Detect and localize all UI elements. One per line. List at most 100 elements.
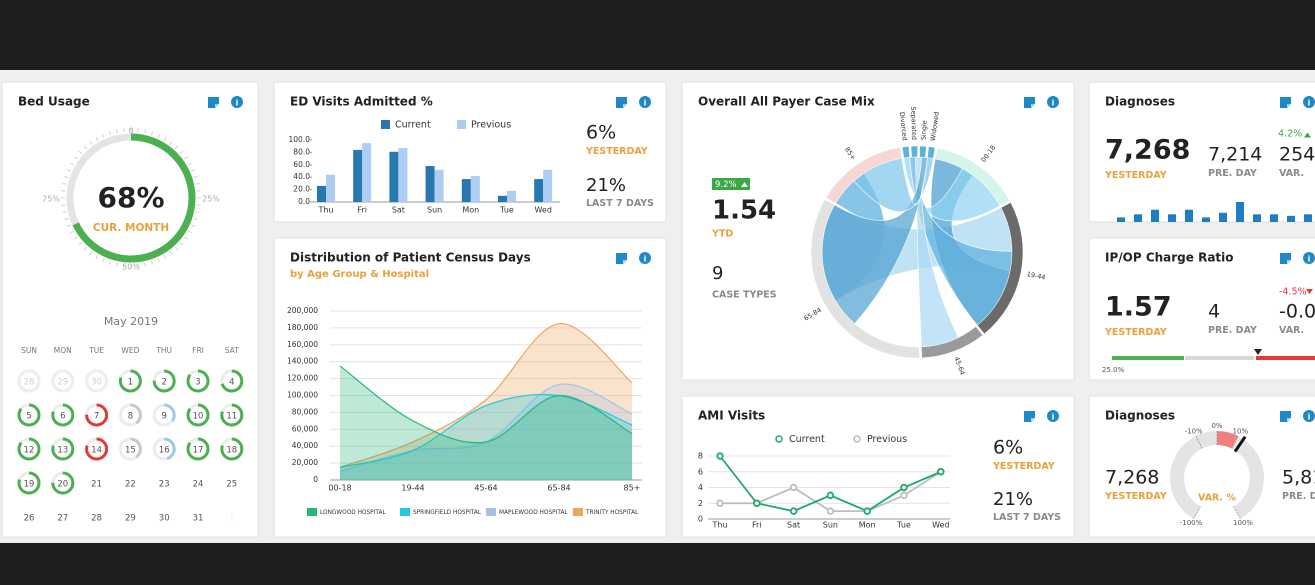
gauge-scale xyxy=(62,182,67,185)
day: 29 xyxy=(57,378,68,388)
bar xyxy=(389,151,399,202)
info-glyph: i xyxy=(644,255,647,264)
chord-label: 19-44 xyxy=(1026,270,1046,282)
day: 13 xyxy=(57,446,68,456)
spark-bar xyxy=(1236,202,1244,222)
gauge-scale xyxy=(187,162,192,166)
day-ring xyxy=(152,403,176,427)
day: 30 xyxy=(91,378,102,388)
kpi-label: YESTERDAY xyxy=(1104,170,1167,181)
y-tick-label: 160,000 xyxy=(287,340,318,349)
day: 24 xyxy=(193,480,204,490)
day: 16 xyxy=(159,446,170,456)
chord-label: Divorced xyxy=(898,112,909,142)
day-ring xyxy=(152,369,176,393)
day: 15 xyxy=(125,446,136,456)
kpi-label: YTD xyxy=(711,229,733,240)
spark-bar xyxy=(1151,209,1159,222)
gauge-scale xyxy=(150,260,154,265)
day-ring xyxy=(118,369,142,393)
gauge-scale xyxy=(195,182,200,185)
area xyxy=(340,365,632,480)
chord-label: Separated xyxy=(909,106,918,140)
gauge-scale xyxy=(108,260,112,265)
info-icon xyxy=(1303,96,1315,108)
gauge-scale xyxy=(179,150,184,155)
day: 1 xyxy=(229,514,234,524)
day-ring xyxy=(17,403,41,427)
bottom-band xyxy=(0,543,1315,585)
point xyxy=(716,452,724,460)
gauge-scale xyxy=(70,162,75,166)
y-tick-label: 80,000 xyxy=(292,407,318,416)
gauge-scale xyxy=(89,251,93,255)
spark-bar xyxy=(1304,214,1312,222)
point xyxy=(900,483,908,492)
area-line xyxy=(339,393,633,468)
day: 18 xyxy=(226,446,237,456)
note-fold xyxy=(1031,104,1035,108)
gauge-scale xyxy=(89,141,93,145)
kpi-label: YESTERDAY xyxy=(585,146,648,157)
spark-bar xyxy=(1202,217,1210,222)
y-tick-label: 4 xyxy=(698,483,703,492)
card-title: Diagnoses xyxy=(1105,95,1175,109)
kpi-value: 1.54 xyxy=(712,196,776,226)
gauge-tick-label: 75% xyxy=(42,195,60,204)
day-ring xyxy=(17,369,41,393)
kpi-value: 6% xyxy=(993,437,1023,459)
y-tick-label: 100.0 xyxy=(289,135,311,144)
up-arrow xyxy=(1304,132,1311,138)
kpi-label: VAR. xyxy=(1279,325,1304,336)
legend-label: Previous xyxy=(471,120,511,131)
y-tick-label: 20.0 xyxy=(293,185,310,194)
day: 6 xyxy=(60,412,65,422)
legend-marker xyxy=(853,435,861,443)
bar xyxy=(398,148,408,202)
x-tick-label: Wed xyxy=(932,521,949,530)
spark-bar xyxy=(1117,217,1125,222)
bar xyxy=(326,174,335,202)
gauge-tick xyxy=(1231,435,1239,449)
point xyxy=(826,491,835,500)
card xyxy=(681,395,1075,538)
kpi-value: 7,268 xyxy=(1105,135,1190,166)
card xyxy=(273,81,667,223)
day: 31 xyxy=(193,514,204,524)
y-tick-label: 140,000 xyxy=(287,357,318,366)
day-ring xyxy=(51,437,75,461)
spark-bar xyxy=(1168,214,1176,222)
bar xyxy=(434,169,444,202)
bar xyxy=(461,179,471,202)
gauge-scale xyxy=(193,217,198,221)
scale-bad xyxy=(1256,356,1315,360)
legend-label: Previous xyxy=(867,434,907,445)
info-glyph: i xyxy=(644,99,647,108)
gauge-tick xyxy=(1233,506,1241,519)
card xyxy=(1,81,259,538)
x-tick-label: Fri xyxy=(752,521,762,530)
info-glyph: i xyxy=(1052,413,1055,422)
gauge-scale xyxy=(64,217,69,221)
gauge-scale xyxy=(95,254,99,259)
bar xyxy=(362,143,372,202)
y-tick-label: 0.0 xyxy=(298,197,310,206)
info-icon xyxy=(1303,252,1315,264)
legend-swatch xyxy=(381,120,390,129)
day: 4 xyxy=(229,378,234,388)
calendar-month: May 2019 xyxy=(104,315,158,328)
kpi-label: PRE. D xyxy=(1282,491,1315,502)
day-ring xyxy=(220,369,244,393)
x-tick-label: 00-18 xyxy=(328,484,351,493)
card-title: IP/OP Charge Ratio xyxy=(1105,251,1234,265)
day: 23 xyxy=(159,480,170,490)
chord-group xyxy=(927,146,936,159)
kpi-label: CASE TYPES xyxy=(712,290,777,301)
gauge-scale xyxy=(144,262,147,267)
change-badge xyxy=(712,178,750,190)
legend-swatch xyxy=(486,508,496,516)
area xyxy=(340,323,632,480)
bar xyxy=(353,149,363,202)
gauge-scale xyxy=(83,246,88,251)
bar xyxy=(543,169,553,202)
